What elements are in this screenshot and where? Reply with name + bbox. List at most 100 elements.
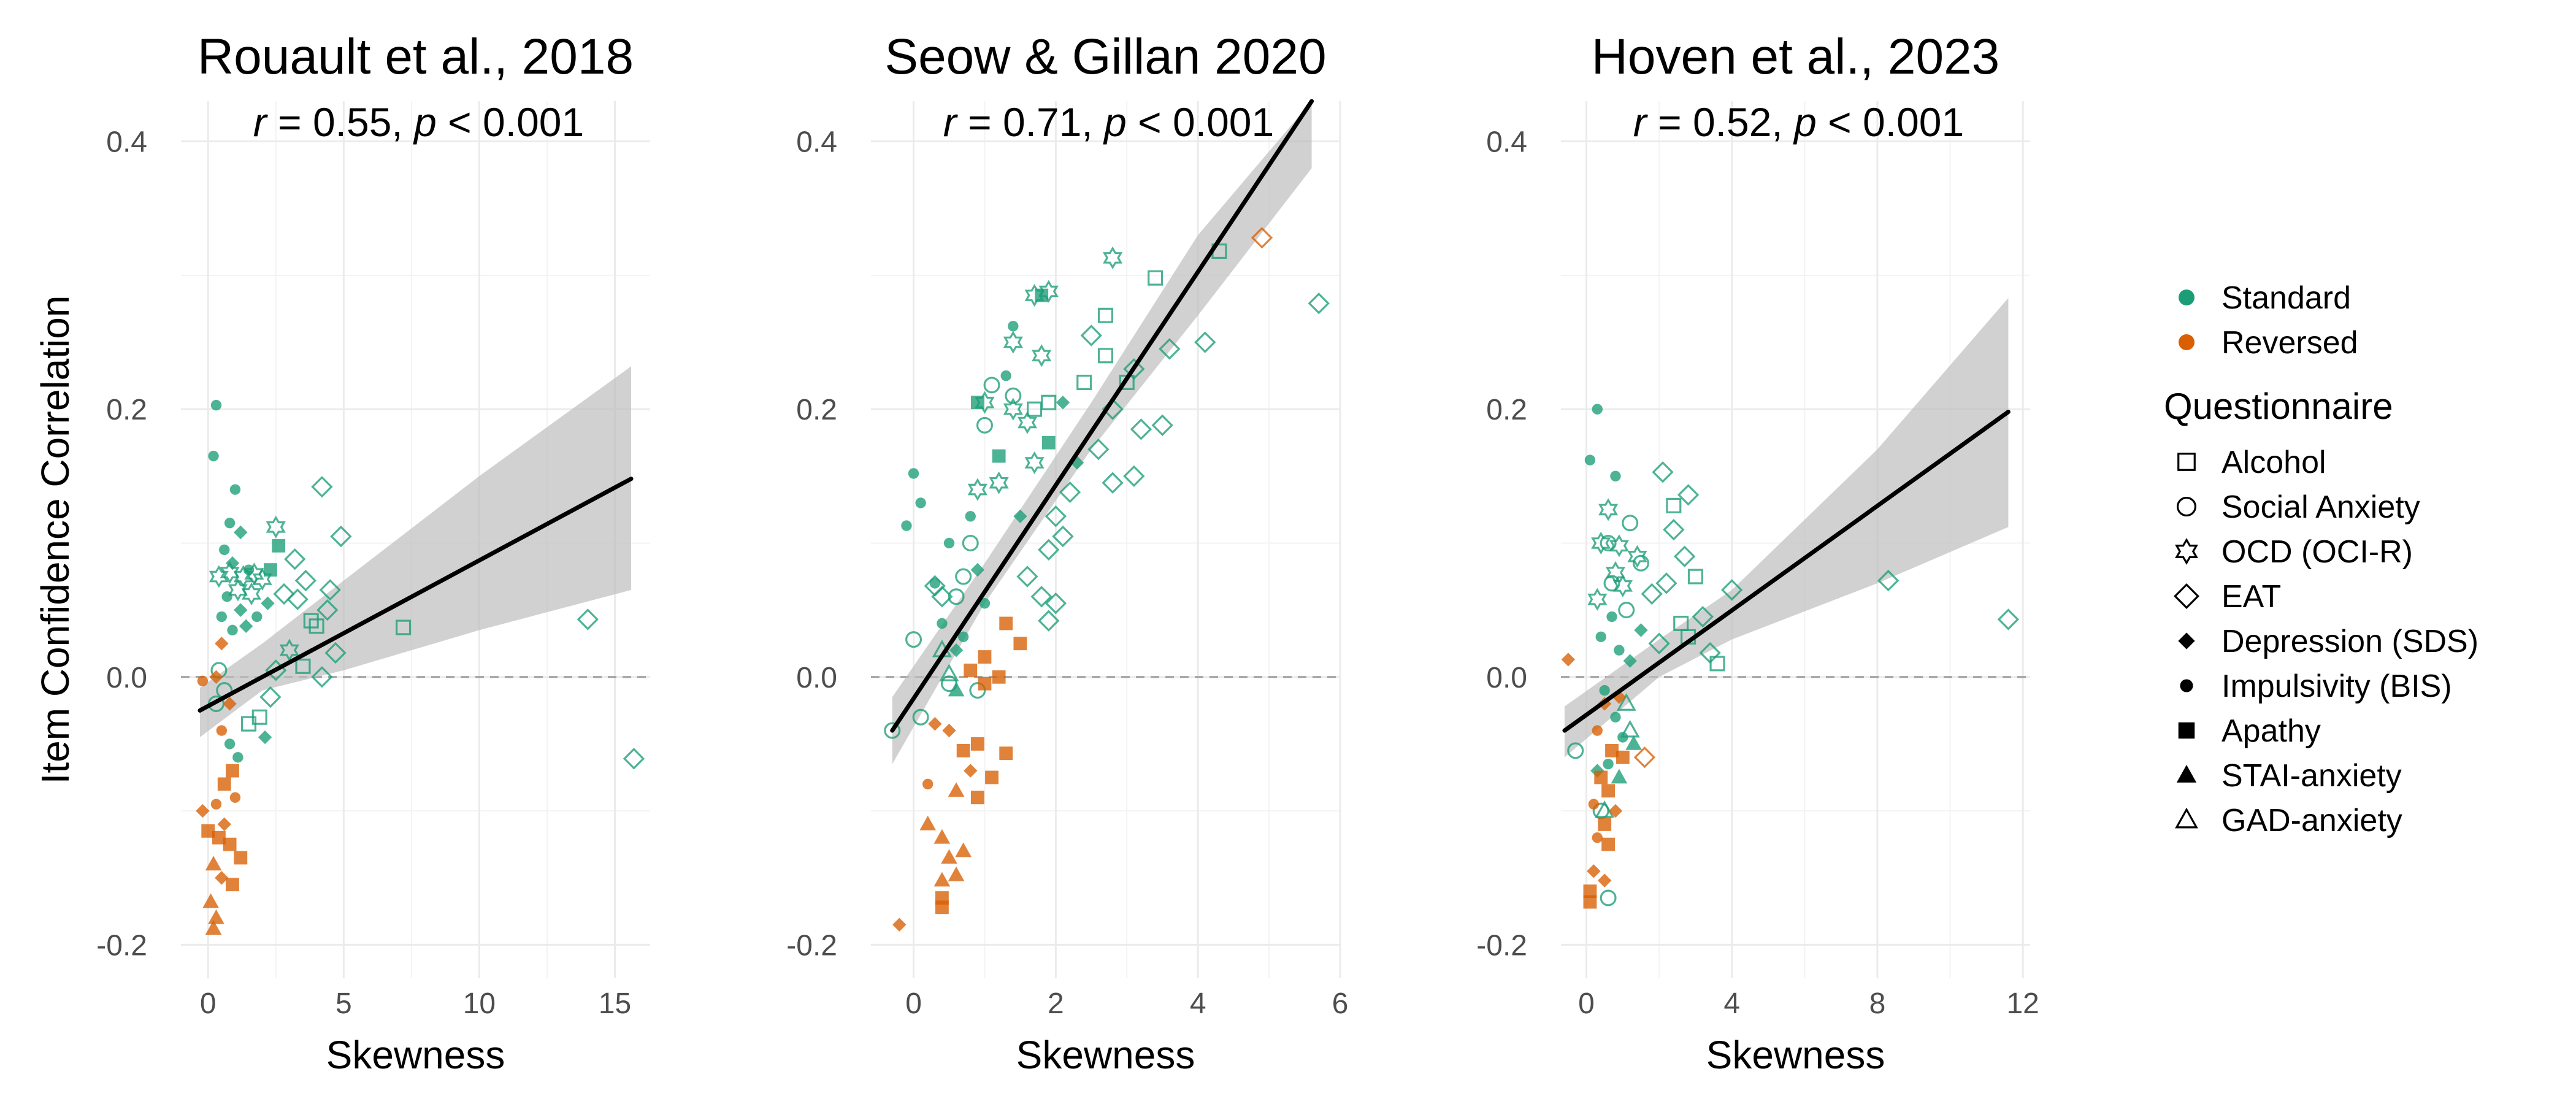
data-point <box>1612 690 1627 704</box>
panel-title: Hoven et al., 2023 <box>1592 29 2000 85</box>
data-points <box>196 399 645 935</box>
legend-item: Apathy <box>2178 713 2321 749</box>
data-point <box>224 518 236 529</box>
data-point <box>219 544 230 556</box>
data-point <box>970 791 984 805</box>
data-point <box>623 748 645 770</box>
data-point <box>577 608 599 631</box>
panel-title: Seow & Gillan 2020 <box>884 29 1326 85</box>
y-tick-label: 0.0 <box>1486 662 1527 694</box>
data-point <box>979 598 991 609</box>
legend-label: STAI-anxiety <box>2221 758 2402 794</box>
data-point <box>209 565 229 588</box>
data-point <box>1038 280 1059 303</box>
data-point <box>309 618 324 634</box>
data-point <box>1097 307 1114 323</box>
data-point <box>316 599 339 621</box>
data-point <box>1076 374 1092 390</box>
data-point <box>1041 435 1056 450</box>
data-point <box>1610 711 1621 723</box>
legend-item: Alcohol <box>2177 445 2326 480</box>
data-point <box>217 777 231 791</box>
data-point <box>1588 799 1600 810</box>
data-point <box>948 681 965 697</box>
data-points <box>1561 404 2020 909</box>
data-point <box>965 511 976 522</box>
x-tick-label: 8 <box>1869 987 1886 1020</box>
data-point <box>1052 525 1074 548</box>
data-point <box>224 738 236 749</box>
data-point <box>232 752 243 763</box>
data-point <box>205 856 222 871</box>
data-point <box>284 548 306 570</box>
data-point <box>999 746 1013 761</box>
legend-item: Depression (SDS) <box>2178 624 2478 659</box>
data-point <box>196 803 210 818</box>
data-point <box>1709 656 1725 672</box>
legend-label: Impulsivity (BIS) <box>2221 669 2452 704</box>
legend-label: GAD-anxiety <box>2221 803 2402 838</box>
data-point <box>1592 404 1603 415</box>
data-point <box>1587 588 1608 611</box>
data-point <box>225 556 240 570</box>
correlation-annotation: r = 0.71, p < 0.001 <box>943 99 1274 145</box>
data-point <box>970 562 985 577</box>
data-point <box>1045 592 1067 615</box>
data-point <box>303 613 319 629</box>
data-point <box>1634 623 1648 637</box>
data-point <box>908 468 919 479</box>
data-point <box>266 515 286 539</box>
data-point <box>221 591 232 602</box>
x-tick-label: 4 <box>1190 987 1206 1020</box>
r-symbol: r <box>1633 99 1649 145</box>
data-point <box>1592 725 1603 736</box>
x-axis-label: Skewness <box>1706 1033 1885 1077</box>
r-symbol: r <box>943 99 959 145</box>
data-point <box>1017 411 1038 434</box>
legend-marker <box>2175 538 2198 565</box>
data-point <box>1648 632 1670 654</box>
data-point <box>1605 743 1619 757</box>
data-point <box>226 878 239 892</box>
r-symbol: r <box>253 99 269 145</box>
data-point <box>1616 750 1630 764</box>
data-point <box>958 631 969 642</box>
data-point <box>229 792 241 803</box>
data-point <box>970 396 984 410</box>
data-point <box>1059 481 1081 504</box>
data-point <box>205 920 222 935</box>
x-tick-label: 0 <box>200 987 217 1020</box>
legend-marker <box>2174 583 2199 609</box>
data-point <box>1997 608 2020 631</box>
legend-item-standard: Standard <box>2179 280 2351 316</box>
data-point <box>915 497 926 508</box>
data-point <box>970 737 984 751</box>
data-point <box>1030 586 1052 608</box>
data-point <box>928 716 942 731</box>
panel-title: Rouault et al., 2018 <box>197 29 634 85</box>
x-tick-label: 6 <box>1332 987 1349 1020</box>
data-point <box>295 658 311 674</box>
data-point <box>999 616 1013 631</box>
data-point <box>1123 465 1145 487</box>
legend-label: Social Anxiety <box>2221 489 2420 525</box>
data-point <box>1080 324 1102 347</box>
data-point <box>324 642 347 664</box>
legend-marker <box>2176 765 2197 783</box>
data-point <box>964 663 978 677</box>
panel-1: 0 5 10 15 -0.2 0.0 0.2 0.4 Rouault et al., 2018 r… <box>96 29 650 1077</box>
legend-marker <box>2178 722 2195 739</box>
y-tick-label: 0.4 <box>1486 126 1527 158</box>
legend-marker <box>2180 679 2193 692</box>
data-point <box>1592 832 1603 843</box>
legend-marker <box>2176 496 2197 517</box>
data-point <box>226 764 239 778</box>
data-point <box>983 377 1000 394</box>
legend-swatch <box>2179 334 2195 350</box>
data-point <box>955 568 972 585</box>
data-point <box>1308 293 1330 315</box>
grid <box>1561 101 2030 978</box>
x-tick-label: 12 <box>2006 987 2039 1020</box>
legend-item: Social Anxiety <box>2176 489 2420 525</box>
data-point <box>1603 759 1614 770</box>
